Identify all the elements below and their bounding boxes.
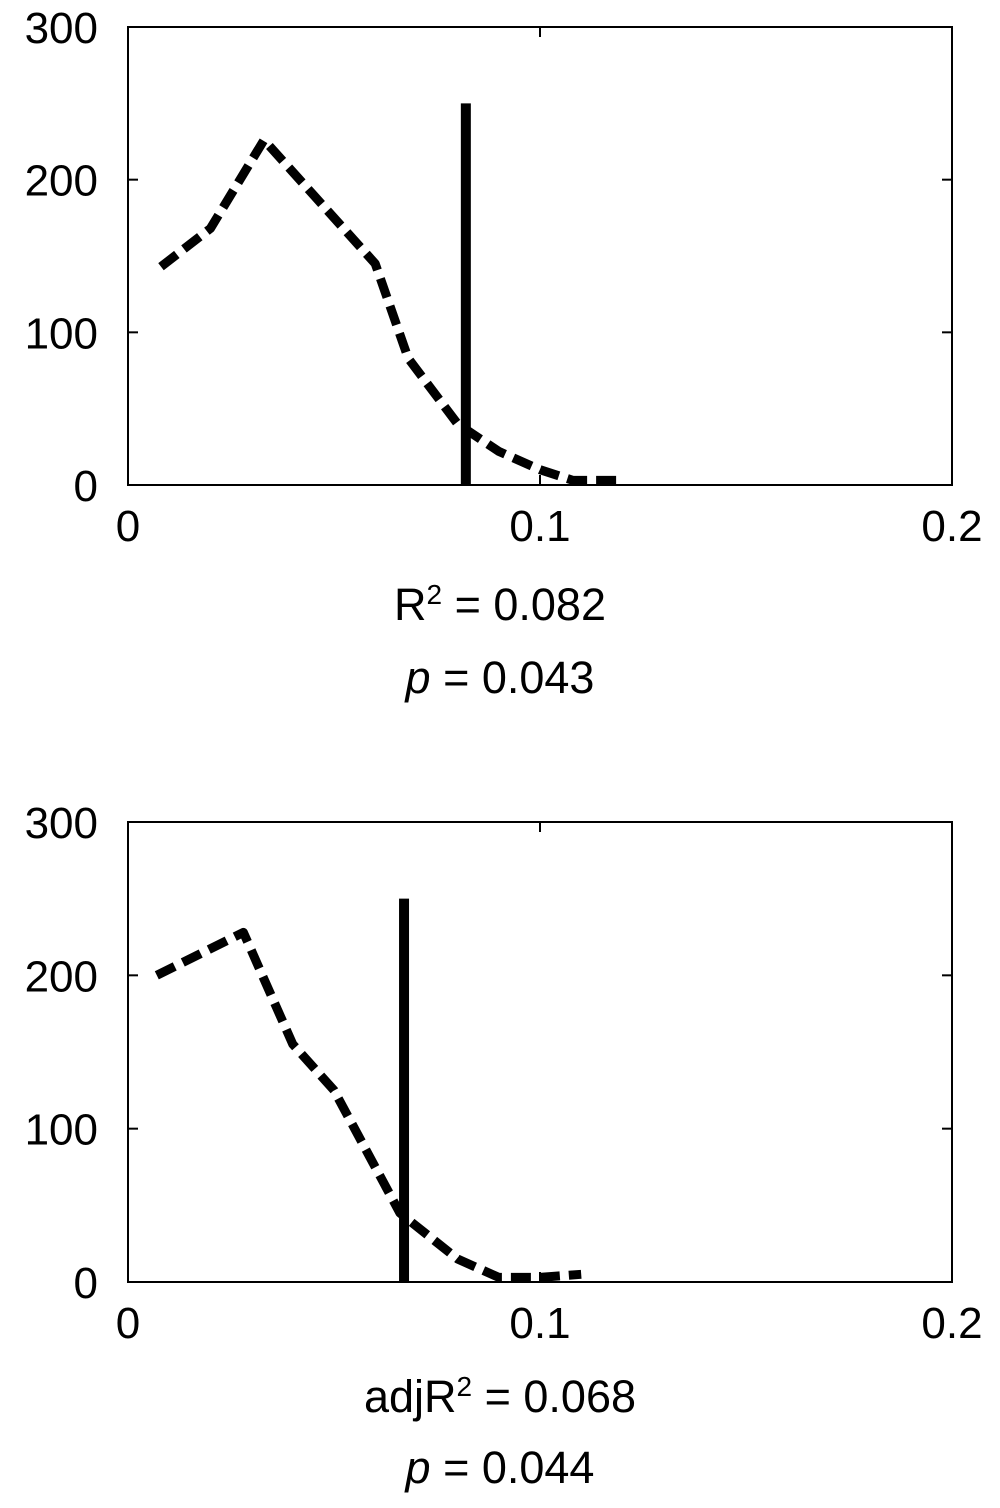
plot-frame (127, 821, 953, 1283)
stat-name: R (394, 579, 427, 630)
p-label: p (405, 1442, 431, 1493)
y-tick-label: 100 (25, 1106, 98, 1155)
y-tick-label: 300 (25, 799, 98, 848)
x-tick-label: 0.1 (509, 502, 570, 551)
y-tick-label: 200 (25, 157, 98, 206)
x-tick-label: 0.2 (921, 502, 982, 551)
p-value-caption: p = 0.044 (0, 1445, 1000, 1490)
x-tick-label: 0 (116, 1299, 140, 1348)
stat-value: = 0.082 (442, 579, 606, 630)
y-tick-label: 100 (25, 309, 98, 358)
plot-frame (127, 26, 953, 486)
y-tick-label: 0 (74, 1259, 98, 1308)
y-tick-label: 200 (25, 952, 98, 1001)
stat-value: = 0.068 (472, 1371, 637, 1422)
chart-panel-r2: 0 100 200 300 0 0.1 0.2 R2 = 0.082 p = 0.043 (0, 0, 1000, 740)
y-tick-label: 0 (74, 462, 98, 511)
line-chart: 0 100 200 300 0 0.1 0.2 (25, 4, 983, 551)
stat-superscript: 2 (456, 1371, 473, 1402)
x-tick-label: 0.1 (509, 1299, 570, 1348)
dashed-series-line (154, 927, 582, 1282)
x-tick-label: 0 (116, 502, 140, 551)
r2-caption: R2 = 0.082 (0, 579, 1000, 630)
p-value: = 0.043 (430, 652, 595, 703)
x-tick-label: 0.2 (921, 1299, 982, 1348)
stat-superscript: 2 (426, 579, 443, 610)
p-value: = 0.044 (430, 1442, 595, 1493)
dashed-series-line (158, 135, 623, 485)
y-tick-label: 300 (25, 4, 98, 53)
line-chart: 0 100 200 300 0 0.1 0.2 (25, 799, 983, 1348)
stat-name: adjR (363, 1371, 457, 1422)
adj-r2-caption: adjR2 = 0.068 (0, 1371, 1000, 1422)
p-value-caption: p = 0.043 (0, 655, 1000, 700)
chart-panel-adj-r2: 0 100 200 300 0 0.1 0.2 adjR2 = 0.068 p = 0.04… (0, 790, 1000, 1508)
p-label: p (405, 652, 431, 703)
